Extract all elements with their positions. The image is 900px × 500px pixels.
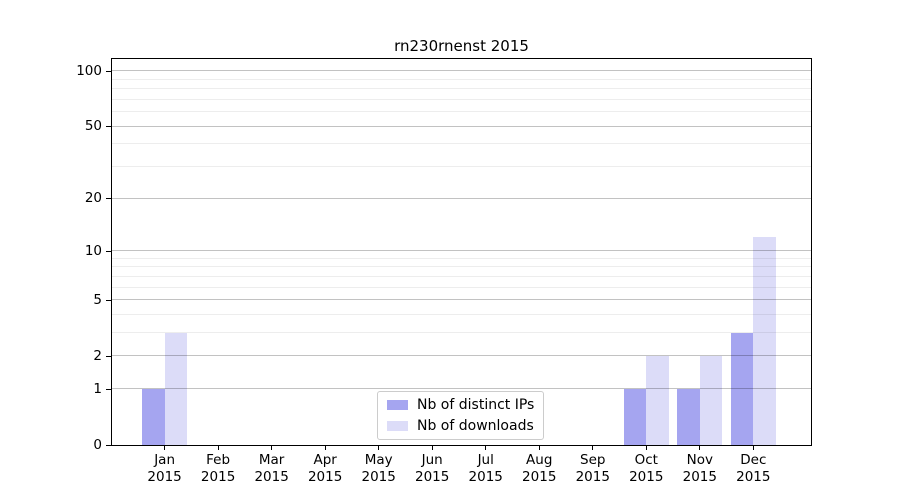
legend-label: Nb of downloads <box>417 418 534 434</box>
y-tick-label: 0 <box>93 437 102 453</box>
x-tick-label: Jan 2015 <box>147 452 182 485</box>
bar-distinct-ips <box>623 388 647 445</box>
x-tick-mark <box>431 446 433 450</box>
bar-downloads <box>753 237 776 445</box>
y-tick-mark <box>106 126 112 128</box>
y-gridline-major <box>112 299 811 301</box>
x-tick-mark <box>271 446 273 450</box>
x-tick-label: Sep 2015 <box>575 452 610 485</box>
x-tick-label: Apr 2015 <box>307 452 343 485</box>
x-tick-mark <box>485 446 487 450</box>
y-gridline-major <box>112 355 811 357</box>
chart-title: rn230rnenst 2015 <box>394 37 529 55</box>
legend-entry: Nb of distinct IPs <box>387 397 534 413</box>
x-tick-label: Mar 2015 <box>254 452 289 485</box>
x-tick-mark <box>699 446 701 450</box>
y-gridline-minor <box>112 143 811 145</box>
y-tick-label: 1 <box>93 380 102 397</box>
y-gridline-minor <box>112 266 811 268</box>
y-gridline-minor <box>112 314 811 316</box>
x-tick-mark <box>217 446 219 450</box>
y-gridline-major <box>112 70 811 72</box>
y-gridline-major <box>112 250 811 252</box>
y-gridline-minor <box>112 98 811 100</box>
y-tick-label: 50 <box>84 118 102 135</box>
x-tick-label: Dec 2015 <box>736 452 771 485</box>
x-tick-mark <box>164 446 166 450</box>
y-gridline-minor <box>112 257 811 259</box>
x-tick-mark <box>752 446 754 450</box>
x-tick-label: May 2015 <box>361 452 396 485</box>
y-tick-label: 20 <box>84 190 102 207</box>
y-tick-label: 5 <box>93 291 102 308</box>
y-tick-mark <box>106 388 112 390</box>
y-tick-mark <box>106 355 112 357</box>
legend: Nb of distinct IPs Nb of downloads <box>377 391 545 440</box>
y-tick-label: 2 <box>93 347 102 364</box>
plot-area <box>111 58 812 446</box>
x-tick-label: Jun 2015 <box>415 452 450 485</box>
x-tick-label: Oct 2015 <box>629 452 664 485</box>
x-tick-label: Aug 2015 <box>522 452 557 485</box>
y-tick-mark <box>106 198 112 200</box>
y-gridline-minor <box>112 78 811 80</box>
y-tick-label: 100 <box>76 62 102 79</box>
y-tick-mark <box>106 445 112 446</box>
x-tick-label: Jul 2015 <box>468 452 503 485</box>
bar-distinct-ips <box>677 388 700 445</box>
x-tick-mark <box>645 446 647 450</box>
x-tick-label: Feb 2015 <box>200 452 236 485</box>
legend-swatch <box>387 421 408 431</box>
y-gridline-minor <box>112 286 811 288</box>
bar-distinct-ips <box>142 388 165 445</box>
y-tick-mark <box>106 299 112 301</box>
bar-distinct-ips <box>730 332 754 445</box>
y-tick-mark <box>106 70 112 72</box>
y-gridline-minor <box>112 332 811 334</box>
x-tick-mark <box>538 446 540 450</box>
y-gridline-minor <box>112 88 811 90</box>
y-gridline-major <box>112 388 811 390</box>
y-gridline-major <box>112 197 811 199</box>
y-gridline-minor <box>112 275 811 277</box>
y-gridline-minor <box>112 111 811 113</box>
x-tick-mark <box>592 446 594 450</box>
y-gridline-minor <box>112 166 811 168</box>
y-gridline-major <box>112 125 811 127</box>
y-tick-label: 10 <box>84 242 102 259</box>
bar-downloads <box>646 355 669 445</box>
x-tick-mark <box>378 446 380 450</box>
y-tick-mark <box>106 250 112 252</box>
legend-swatch <box>387 400 408 410</box>
x-tick-mark <box>324 446 326 450</box>
bar-downloads <box>164 332 187 445</box>
bar-downloads <box>699 355 723 445</box>
legend-label: Nb of distinct IPs <box>417 397 535 413</box>
legend-entry: Nb of downloads <box>387 418 534 434</box>
x-tick-label: Nov 2015 <box>682 452 717 485</box>
